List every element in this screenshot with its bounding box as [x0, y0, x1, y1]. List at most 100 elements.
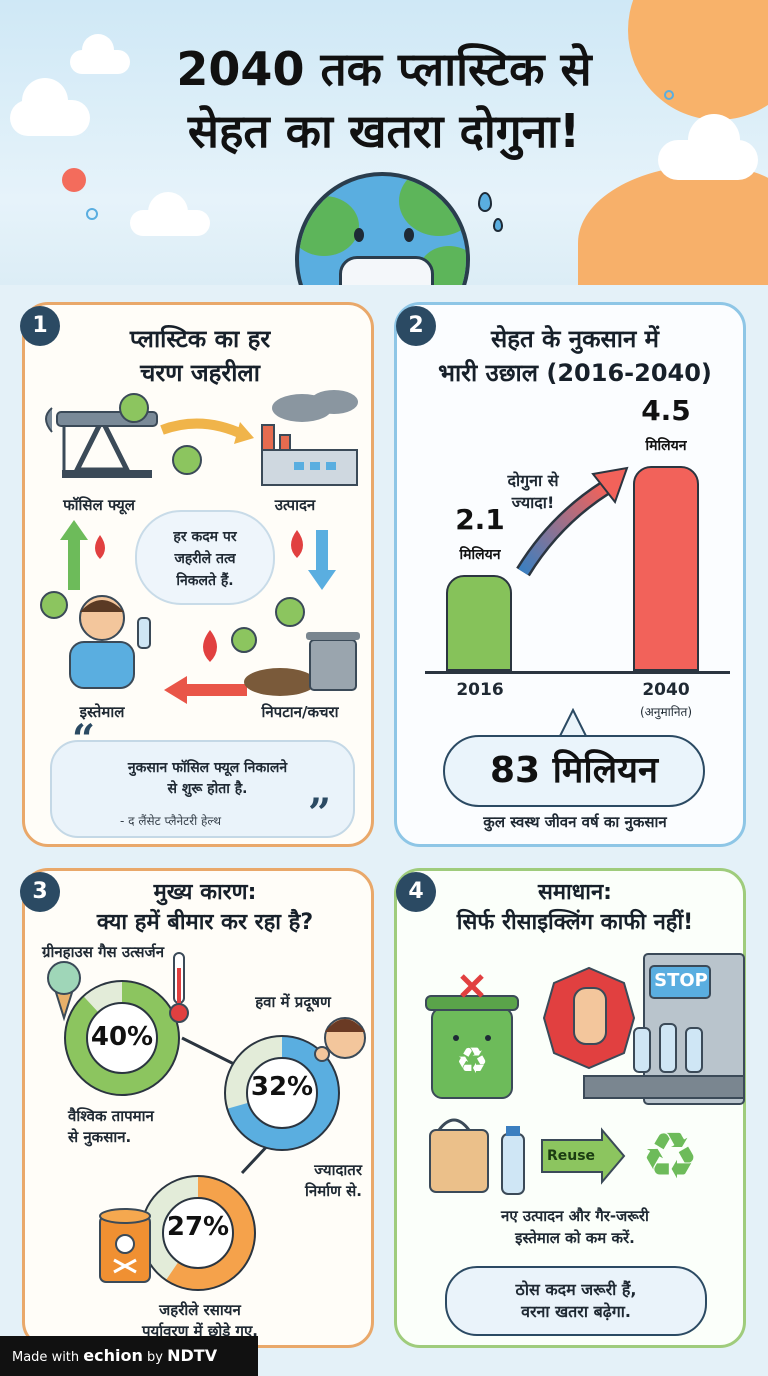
donut-chemicals	[140, 1175, 256, 1291]
garbage-bin-icon	[244, 632, 360, 696]
toxic-barrel-icon	[99, 1208, 151, 1283]
stage-label-production: उत्पादन	[274, 496, 316, 514]
plastic-lifecycle-illustration	[40, 390, 360, 704]
x-tick-2040: 2040	[642, 680, 690, 700]
bar-2016	[446, 575, 512, 671]
donut-hole	[162, 1197, 234, 1269]
quote-source: - द लैंसेट प्लैनेटरी हेल्थ	[120, 814, 222, 828]
title-line-1: 2040 तक प्लास्टिक से	[176, 42, 592, 96]
person-with-bottle-icon	[69, 595, 151, 689]
total-loss-value: 83 मिलियन	[443, 735, 705, 807]
chart-baseline	[425, 671, 730, 674]
arrow-right-icon	[160, 418, 247, 440]
cloud-icon	[130, 192, 210, 236]
close-quote-icon: ”	[308, 790, 332, 837]
donut-percent-chemicals: 27%	[166, 1212, 230, 1242]
made-with-badge[interactable]: Made with echion by NDTV	[0, 1336, 258, 1376]
cause-label-air: हवा में प्रदूषण	[255, 993, 331, 1011]
toxic-cloud-icon	[231, 627, 257, 653]
total-loss-caption: कुल स्वस्थ जीवन वर्ष का नुकसान	[483, 813, 667, 831]
donut-percent-greenhouse: 40%	[90, 1022, 154, 1052]
title-line-2: सेहत का खतरा दोगुना!	[187, 104, 581, 158]
recycling-bin-icon: ♻	[425, 995, 519, 1099]
reuse-label: Reuse	[546, 1148, 596, 1164]
cloud-icon	[70, 34, 130, 74]
bar-unit-2016: मिलियन	[459, 547, 501, 563]
coughing-person-icon	[314, 1017, 366, 1062]
toxic-cloud-icon	[119, 393, 149, 423]
cause-label-greenhouse: ग्रीनहाउस गैस उत्सर्जन	[42, 943, 165, 961]
bar-value-2016: 2.1	[455, 503, 505, 536]
face-mask-icon	[339, 256, 434, 285]
orange-hill-shape	[578, 165, 768, 285]
stage-label-use: इस्तेमाल	[79, 703, 125, 721]
card1-title: प्लास्टिक का हर चरण जहरीला	[129, 325, 271, 387]
toxic-cloud-icon	[40, 591, 68, 619]
sick-globe-icon	[295, 172, 470, 285]
bar-unit-2040: मिलियन	[645, 438, 687, 454]
card-number-badge: 1	[20, 306, 60, 346]
bar-value-2040: 4.5	[641, 394, 691, 427]
cloud-icon	[10, 78, 90, 136]
melting-ice-cream-icon	[47, 961, 81, 1022]
donut-percent-air: 32%	[250, 1072, 314, 1102]
thermometer-icon	[169, 952, 189, 1023]
reusable-bag-icon	[429, 1118, 489, 1193]
x-tick-note-2040: (अनुमानित)	[639, 705, 693, 719]
water-bottle-icon	[501, 1126, 525, 1195]
sweat-drop-icon	[478, 192, 492, 212]
solution-callout: ठोस कदम जरूरी हैं, वरना खतरा बढ़ेगा.	[445, 1266, 707, 1336]
card3-title: मुख्य कारण: क्या हमें बीमार कर रहा है?	[96, 880, 314, 935]
reuse-arrow-icon	[541, 1127, 626, 1185]
quote-text: नुकसान फॉसिल फ्यूल निकालने से शुरू होता …	[127, 760, 288, 797]
stop-sign-text: STOP	[654, 970, 708, 991]
cause-note-air: ज्यादातर निर्माण से.	[305, 1161, 362, 1200]
echion-logo: echion	[83, 1346, 143, 1365]
solution-illustration: ♻ ♻	[425, 953, 745, 1195]
donut-segment	[141, 1176, 255, 1290]
card2-title: सेहत के नुकसान में भारी उछाल (2016-2040)	[438, 325, 712, 387]
donut-greenhouse	[64, 980, 180, 1096]
card-number-badge: 3	[20, 872, 60, 912]
header-banner: 2040 तक प्लास्टिक से सेहत का खतरा दोगुना…	[0, 0, 768, 285]
donut-segment	[65, 981, 179, 1095]
cloud-icon	[658, 114, 758, 180]
toxic-drop-icon	[203, 630, 217, 662]
bar-2040	[633, 466, 699, 671]
stage-label-disposal: निपटान/कचरा	[261, 703, 339, 721]
donut-segment	[225, 1036, 339, 1150]
sweat-drop-icon	[493, 218, 503, 232]
toxic-drop-icon	[95, 535, 105, 559]
toxic-drop-icon	[291, 530, 303, 558]
recycle-symbol-icon: ♻	[641, 1120, 698, 1194]
ndtv-logo: NDTV	[167, 1346, 218, 1365]
decor-dot	[62, 168, 86, 192]
lancet-quote-box	[50, 740, 355, 838]
speech-bubble: हर कदम पर जहरीले तत्व निकलते हैं.	[135, 510, 275, 605]
decor-dot	[664, 90, 674, 100]
cause-note-chemicals: जहरीले रसायन पर्यावरण में छोड़े गए.	[142, 1301, 258, 1340]
donut-air-pollution	[224, 1035, 340, 1151]
solution-note: नए उत्पादन और गैर-जरूरी इस्तेमाल को कम क…	[501, 1207, 649, 1247]
production-machine-icon	[583, 953, 745, 1105]
donut-outline	[64, 980, 180, 1096]
card4-title: समाधान: सिर्फ रीसाइक्लिंग काफी नहीं!	[456, 880, 694, 935]
growth-arrow-icon	[516, 466, 629, 577]
donut-hole	[86, 1002, 158, 1074]
svg-text:♻: ♻	[456, 1041, 488, 1082]
causes-donut-charts	[47, 952, 366, 1291]
card-number-badge: 4	[396, 872, 436, 912]
stop-hand-icon	[542, 966, 636, 1070]
arrow-note: दोगुना से ज्यादा!	[507, 471, 559, 512]
donut-outline	[224, 1035, 340, 1151]
factory-icon	[261, 390, 358, 486]
card-number-badge: 2	[396, 306, 436, 346]
stage-label-fossil: फॉसिल फ्यूल	[63, 496, 135, 514]
cross-mark-icon	[460, 974, 484, 998]
cause-note-greenhouse: वैश्विक तापमान से नुकसान.	[68, 1107, 154, 1146]
page-title: 2040 तक प्लास्टिक से सेहत का खतरा दोगुना…	[60, 38, 708, 162]
toxic-cloud-icon	[275, 597, 305, 627]
open-quote-icon: “	[72, 716, 96, 763]
decor-dot	[86, 208, 98, 220]
toxic-cloud-icon	[172, 445, 202, 475]
